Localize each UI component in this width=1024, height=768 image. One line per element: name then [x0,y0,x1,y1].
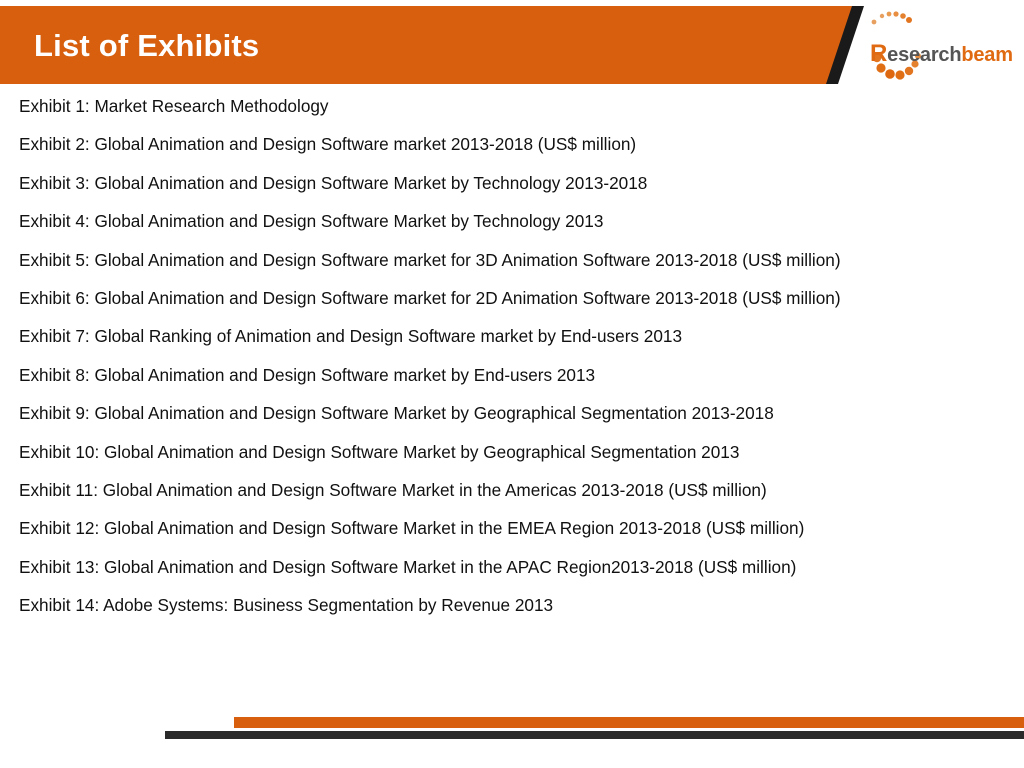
exhibit-item: Exhibit 5: Global Animation and Design S… [19,249,841,270]
exhibit-item: Exhibit 6: Global Animation and Design S… [19,287,841,308]
exhibit-item: Exhibit 9: Global Animation and Design S… [19,403,774,424]
logo-text: Researchbeam [870,40,1013,68]
exhibit-item: Exhibit 11: Global Animation and Design … [19,479,767,500]
exhibit-item: Exhibit 1: Market Research Methodology [19,96,329,116]
exhibit-item: Exhibit 12: Global Animation and Design … [19,518,805,539]
page-title: List of Exhibits [34,28,260,63]
exhibit-item: Exhibit 7: Global Ranking of Animation a… [19,326,683,347]
logo-word-research: esearch [887,44,962,66]
exhibit-item: Exhibit 3: Global Animation and Design S… [19,172,648,193]
exhibit-item: Exhibit 8: Global Animation and Design S… [19,364,596,385]
dotted-arc-icon [871,11,921,80]
footer-dark-bar [165,731,1024,739]
title-banner [0,6,870,84]
researchbeam-logo: Researchbeam [864,10,1014,86]
exhibit-item: Exhibit 10: Global Animation and Design … [19,441,740,462]
exhibit-item: Exhibit 4: Global Animation and Design S… [19,211,604,232]
footer-orange-bar [234,717,1024,728]
logo-word-beam: beam [961,44,1013,66]
logo-letter-r: R [870,40,888,67]
exhibit-item: Exhibit 14: Adobe Systems: Business Segm… [19,595,554,616]
exhibit-list: Exhibit 1: Market Research Methodology E… [19,94,1009,631]
exhibit-item: Exhibit 13: Global Animation and Design … [19,556,797,577]
exhibit-item: Exhibit 2: Global Animation and Design S… [19,134,637,155]
